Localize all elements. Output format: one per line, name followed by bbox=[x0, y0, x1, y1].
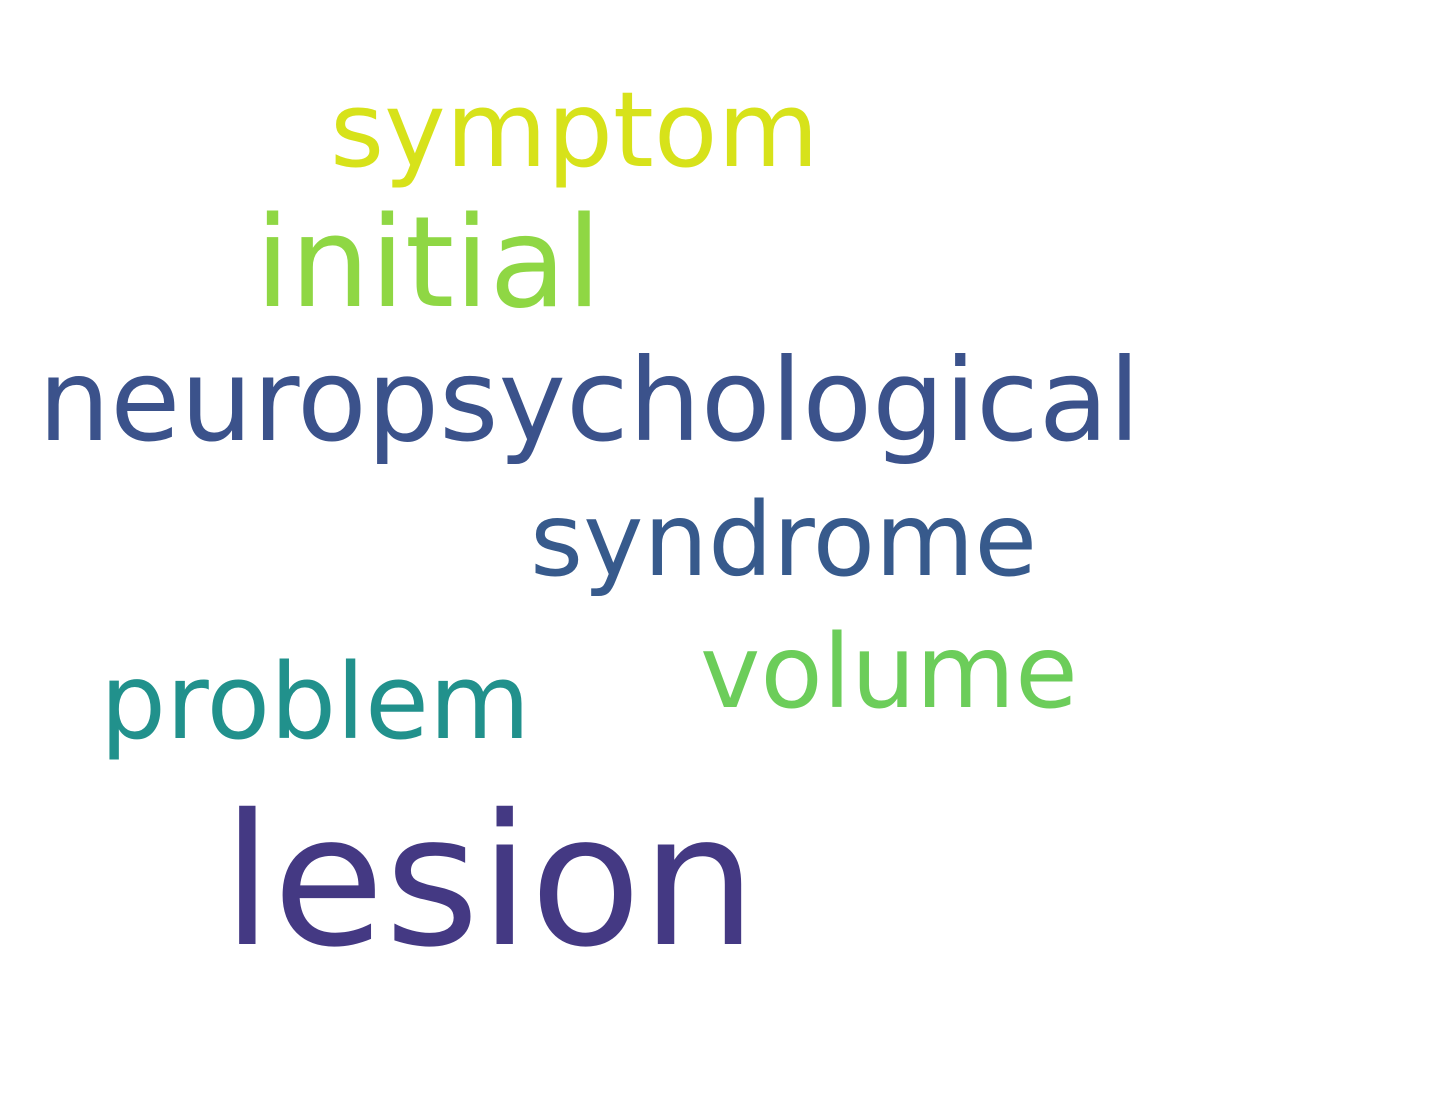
word-initial: initial bbox=[255, 189, 602, 336]
word-symptom: symptom bbox=[330, 69, 819, 191]
word-neuropsychological: neuropsychological bbox=[38, 334, 1141, 467]
word-problem: problem bbox=[100, 641, 531, 763]
word-lesion: lesion bbox=[222, 775, 757, 987]
word-syndrome: syndrome bbox=[530, 481, 1038, 600]
word-volume: volume bbox=[700, 613, 1078, 732]
